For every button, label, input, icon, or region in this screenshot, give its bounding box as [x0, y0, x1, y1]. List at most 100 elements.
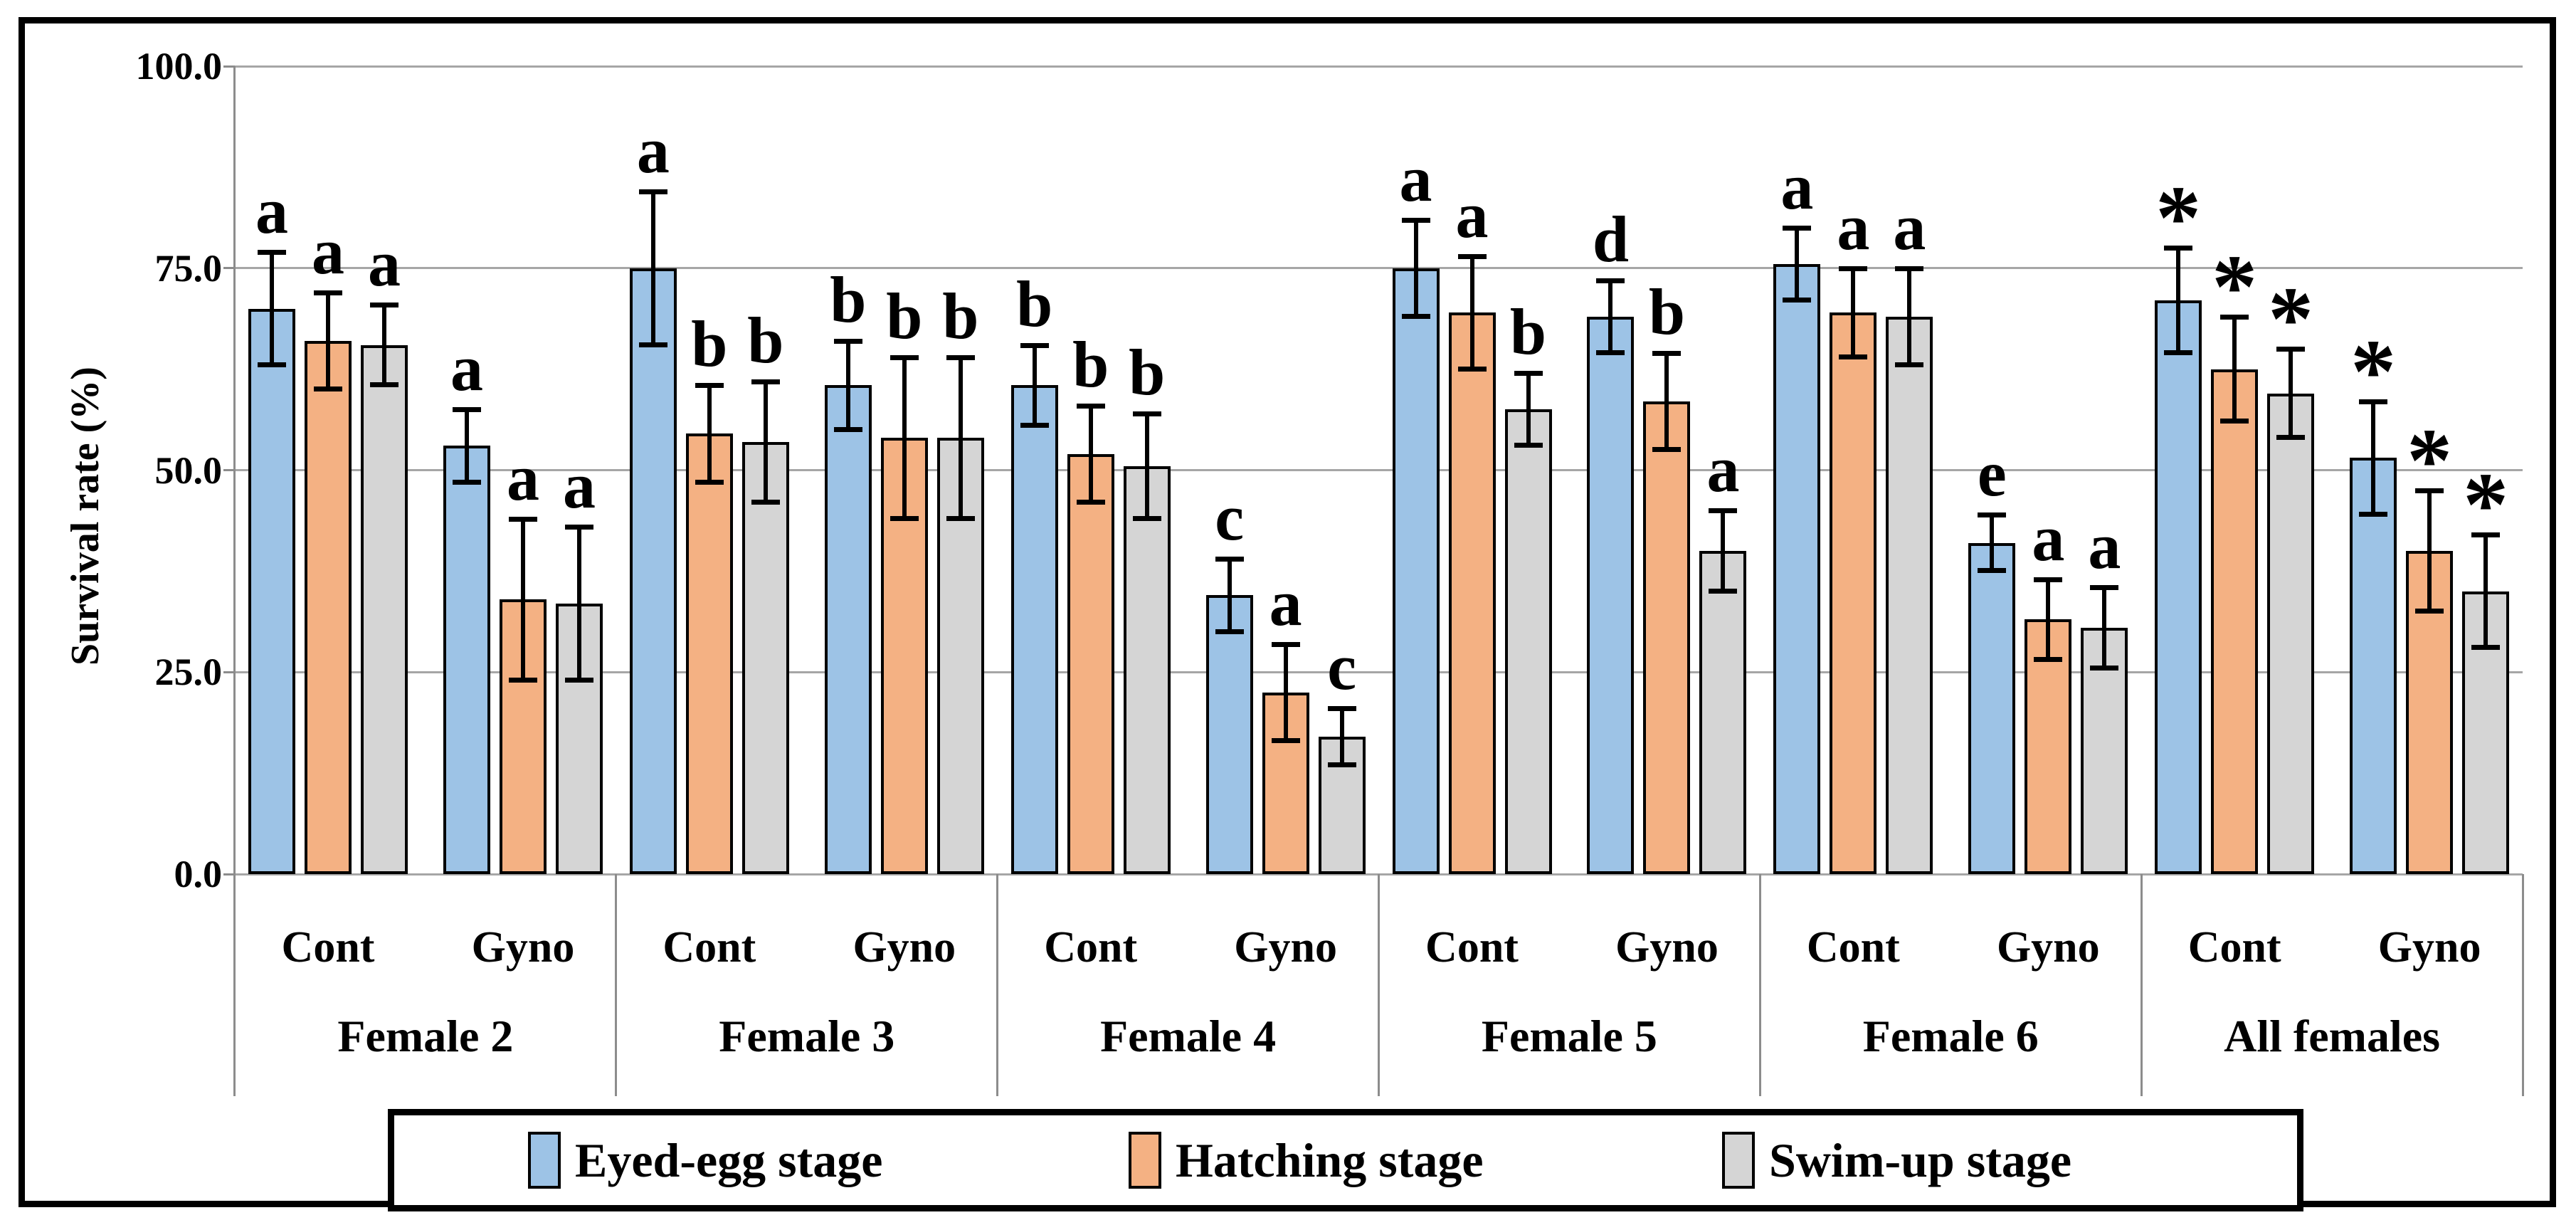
- significance-label: b: [747, 303, 784, 377]
- group-label-female-4: Female 4: [1100, 1011, 1277, 1061]
- significance-label: b: [1648, 275, 1686, 348]
- error-bar-cap-bottom: [1783, 298, 1812, 303]
- y-axis-line: [233, 66, 236, 1096]
- condition-label-gyno: Gyno: [471, 923, 575, 972]
- error-bar-cap-top: [258, 250, 286, 256]
- error-bar: [1469, 256, 1474, 369]
- bar-eyed-egg-stage-female-2-cont: [248, 308, 295, 874]
- error-bar-cap-bottom: [751, 499, 780, 505]
- error-bar-cap-bottom: [695, 479, 724, 485]
- error-bar-cap-bottom: [1895, 362, 1924, 367]
- significance-label: a: [562, 448, 596, 522]
- bar-eyed-egg-stage-all-females-gyno: [2350, 458, 2397, 874]
- error-bar: [1851, 268, 1856, 357]
- error-bar: [270, 252, 274, 365]
- error-bar-cap-top: [1076, 403, 1105, 409]
- bar-eyed-egg-stage-female-6-gyno: [1968, 542, 2016, 874]
- significance-label: a: [1780, 150, 1814, 223]
- error-bar-cap-top: [1596, 278, 1625, 283]
- significance-label: a: [1399, 142, 1432, 215]
- error-bar: [763, 381, 768, 503]
- legend-swatch-hatching-icon: [1129, 1132, 1161, 1189]
- error-bar: [520, 518, 525, 680]
- error-bar: [707, 385, 712, 483]
- error-bar: [650, 191, 655, 345]
- error-bar-cap-bottom: [1652, 447, 1682, 453]
- significance-label: a: [2088, 510, 2121, 583]
- significance-label: b: [1016, 267, 1053, 340]
- bar-hatching-stage-female-4-cont: [1067, 453, 1114, 874]
- legend-item-swim-up: Swim-up stage: [1722, 1115, 2071, 1205]
- condition-label-gyno: Gyno: [1996, 923, 2100, 972]
- error-bar: [1144, 414, 1149, 519]
- error-bar-cap-top: [2359, 399, 2388, 405]
- error-bar-cap-bottom: [2359, 511, 2388, 517]
- significance-label: a: [1893, 190, 1926, 263]
- error-bar: [958, 357, 963, 519]
- bar-eyed-egg-stage-female-5-gyno: [1587, 316, 1635, 874]
- category-separator: [1378, 874, 1380, 1096]
- error-bar-cap-top: [1978, 512, 2007, 517]
- error-bar-cap-bottom: [1020, 423, 1049, 428]
- error-bar-cap-top: [1514, 371, 1543, 377]
- significance-label: a: [312, 214, 344, 288]
- error-bar-cap-top: [2276, 347, 2306, 352]
- condition-label-cont: Cont: [281, 923, 375, 972]
- significance-label: a: [450, 332, 483, 405]
- error-bar-cap-top: [1132, 411, 1161, 417]
- bar-hatching-stage-female-3-cont: [685, 433, 733, 874]
- group-label-female-3: Female 3: [719, 1011, 895, 1061]
- error-bar-cap-bottom: [452, 479, 481, 485]
- condition-label-cont: Cont: [2187, 923, 2281, 972]
- error-bar-cap-bottom: [2090, 665, 2119, 671]
- condition-label-gyno: Gyno: [852, 923, 956, 972]
- error-bar-cap-top: [2090, 585, 2119, 591]
- error-bar-cap-top: [452, 407, 481, 413]
- bar-eyed-egg-stage-female-3-cont: [629, 268, 677, 874]
- significance-label: a: [1706, 433, 1740, 506]
- error-bar-cap-top: [890, 354, 919, 360]
- legend: Eyed-egg stage Hatching stage Swim-up st…: [388, 1109, 2303, 1211]
- significance-label: b: [1072, 327, 1109, 401]
- error-bar-cap-bottom: [1978, 568, 2007, 574]
- error-bar-cap-top: [1401, 217, 1430, 223]
- error-bar-cap-top: [1783, 226, 1812, 231]
- error-bar-cap-bottom: [1327, 762, 1356, 767]
- bar-eyed-egg-stage-female-4-cont: [1010, 385, 1058, 874]
- bar-swim-up-stage-female-5-cont: [1504, 409, 1552, 874]
- bar-hatching-stage-female-3-gyno: [880, 438, 928, 874]
- significance-label: a: [506, 441, 539, 514]
- category-separator: [2140, 874, 2143, 1096]
- error-bar: [1413, 219, 1418, 317]
- significance-label: c: [1215, 481, 1245, 554]
- error-bar-cap-bottom: [890, 515, 919, 521]
- condition-label-cont: Cont: [1044, 923, 1138, 972]
- significance-label: b: [691, 307, 728, 381]
- error-bar-cap-top: [2164, 246, 2193, 251]
- error-bar-cap-bottom: [370, 382, 398, 388]
- y-tick-100.0: [223, 65, 235, 68]
- error-bar-cap-top: [1709, 508, 1738, 514]
- condition-label-gyno: Gyno: [1234, 923, 1337, 972]
- significance-label: b: [886, 279, 923, 352]
- significance-label: *: [2463, 454, 2509, 556]
- error-bar-cap-top: [695, 383, 724, 389]
- error-bar: [1990, 514, 1995, 572]
- bar-eyed-egg-stage-female-2-gyno: [443, 446, 490, 874]
- significance-label: b: [1129, 336, 1166, 409]
- significance-label: a: [1269, 566, 1302, 639]
- error-bar-cap-bottom: [1271, 737, 1300, 743]
- significance-label: d: [1592, 202, 1630, 275]
- condition-label-cont: Cont: [1806, 923, 1900, 972]
- category-separator: [2521, 874, 2524, 1096]
- y-tick-50.0: [223, 469, 235, 471]
- error-bar: [1283, 643, 1288, 741]
- bar-swim-up-stage-female-4-cont: [1123, 466, 1171, 874]
- error-bar: [2289, 349, 2293, 438]
- error-bar-cap-top: [1652, 350, 1682, 356]
- error-bar: [1227, 559, 1232, 632]
- error-bar-cap-top: [1839, 265, 1868, 271]
- bar-eyed-egg-stage-female-5-cont: [1392, 268, 1440, 874]
- error-bar-cap-top: [1327, 706, 1356, 712]
- error-bar: [464, 409, 469, 483]
